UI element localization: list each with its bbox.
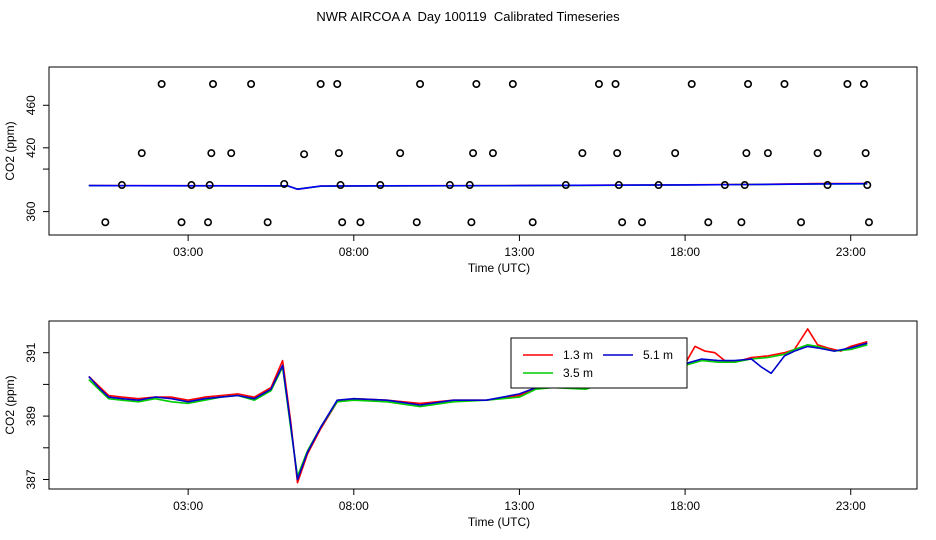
data-point: [334, 149, 343, 158]
data-point: [763, 149, 772, 158]
data-point: [797, 218, 806, 227]
plot-frame: [48, 320, 918, 490]
data-point: [654, 181, 663, 190]
x-tick-label: 03:00: [173, 245, 203, 259]
data-point: [488, 149, 497, 158]
data-point: [101, 218, 110, 227]
data-point: [638, 218, 647, 227]
series-line-1-3-m: [88, 328, 868, 484]
data-point: [671, 149, 680, 158]
data-point: [614, 181, 623, 190]
data-point: [396, 149, 405, 158]
chart-title: NWR AIRCOA A Day 100119 Calibrated Times…: [316, 9, 620, 24]
data-point: [744, 80, 753, 89]
data-point: [117, 181, 126, 190]
data-point: [416, 80, 425, 89]
y-axis-label: CO2 (ppm): [3, 375, 17, 434]
x-tick-label: 08:00: [339, 499, 369, 513]
data-point: [157, 80, 166, 89]
legend-label: 5.1 m: [643, 348, 673, 362]
data-point: [204, 218, 213, 227]
panel-top: 03:00 08:00 13:00 18:00 23:00 360 420 460 Time (…: [3, 66, 918, 275]
data-point: [227, 149, 236, 158]
data-point: [611, 80, 620, 89]
legend-label: 1.3 m: [563, 348, 593, 362]
data-point: [618, 218, 627, 227]
legend-label: 3.5 m: [563, 366, 593, 380]
data-point: [356, 218, 365, 227]
data-point: [704, 218, 713, 227]
data-point: [177, 218, 186, 227]
data-point: [613, 149, 622, 158]
data-point: [316, 80, 325, 89]
data-point: [843, 80, 852, 89]
series-line-5-1-m: [88, 182, 868, 190]
y-tick-label: 460: [24, 95, 38, 115]
data-point: [720, 181, 729, 190]
y-axis-label: CO2 (ppm): [3, 121, 17, 180]
data-point: [472, 80, 481, 89]
legend-box: [510, 337, 688, 389]
data-point: [823, 181, 832, 190]
y-tick-label: 391: [24, 342, 38, 362]
y-tick-label: 387: [24, 469, 38, 489]
data-point: [578, 149, 587, 158]
series-line-3-5-m: [88, 343, 868, 478]
legend: 1.3 m 5.1 m 3.5 m: [510, 337, 688, 389]
data-point: [561, 181, 570, 190]
x-axis-label: Time (UTC): [468, 515, 530, 529]
x-tick-label: 18:00: [670, 245, 700, 259]
x-tick-label: 13:00: [504, 499, 534, 513]
data-point: [280, 179, 289, 188]
x-tick-label: 13:00: [504, 245, 534, 259]
data-point: [508, 80, 517, 89]
data-point: [208, 80, 217, 89]
x-tick-label: 18:00: [670, 499, 700, 513]
data-point: [137, 149, 146, 158]
data-point: [338, 218, 347, 227]
data-point: [863, 181, 872, 190]
panel-bottom: 03:00 08:00 13:00 18:00 23:00 387 389 391 Time (…: [3, 320, 918, 529]
plot-area: [88, 80, 873, 227]
plot-frame: [48, 66, 918, 236]
data-point: [247, 80, 256, 89]
data-point: [465, 181, 474, 190]
x-tick-label: 23:00: [836, 245, 866, 259]
data-point: [861, 149, 870, 158]
data-point: [687, 80, 696, 89]
data-point: [263, 218, 272, 227]
data-point: [859, 80, 868, 89]
data-point: [528, 218, 537, 227]
data-point: [737, 218, 746, 227]
data-point: [813, 149, 822, 158]
data-point: [336, 181, 345, 190]
y-tick-label: 420: [24, 137, 38, 157]
data-point: [207, 149, 216, 158]
data-point: [740, 181, 749, 190]
data-point: [376, 181, 385, 190]
data-point: [864, 218, 873, 227]
data-point: [467, 218, 476, 227]
plot-area: [88, 328, 868, 484]
x-tick-label: 08:00: [339, 245, 369, 259]
x-tick-label: 03:00: [173, 499, 203, 513]
x-tick-label: 23:00: [836, 499, 866, 513]
data-point: [445, 181, 454, 190]
data-point: [187, 181, 196, 190]
data-point: [469, 149, 478, 158]
data-point: [333, 80, 342, 89]
series-line-5-1-m: [88, 342, 868, 481]
x-axis-label: Time (UTC): [468, 261, 530, 275]
data-point: [205, 181, 214, 190]
data-point: [300, 150, 309, 159]
data-point: [412, 218, 421, 227]
data-point: [780, 80, 789, 89]
y-tick-label: 389: [24, 406, 38, 426]
data-point: [742, 149, 751, 158]
data-point: [594, 80, 603, 89]
y-tick-label: 360: [24, 201, 38, 221]
